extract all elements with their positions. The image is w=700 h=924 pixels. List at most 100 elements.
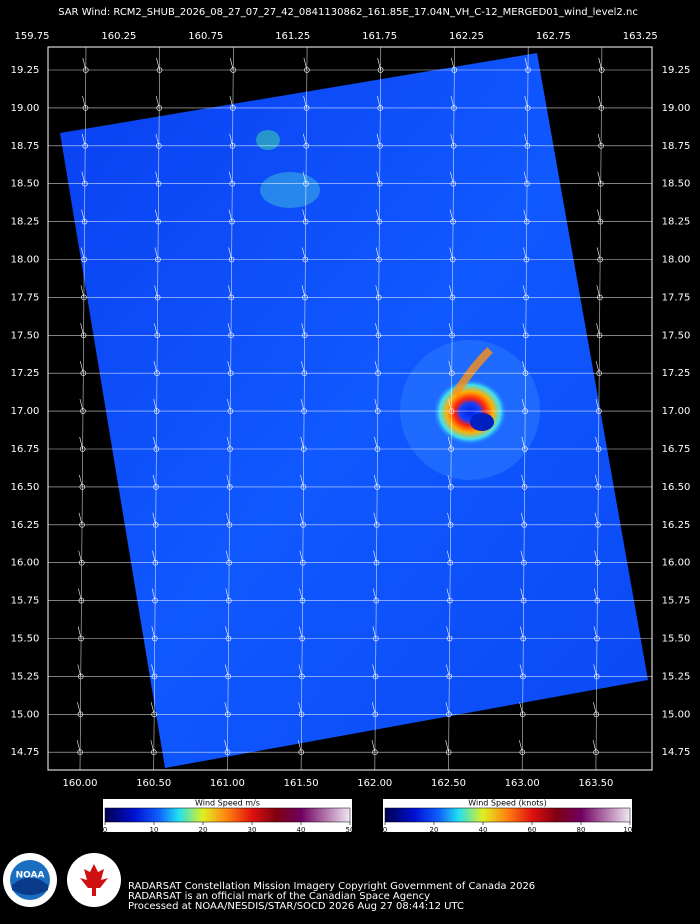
wind-barb-station xyxy=(377,67,384,73)
wind-barb-station xyxy=(448,484,454,490)
wind-barb xyxy=(301,323,305,336)
wind-barb xyxy=(156,57,160,71)
wind-barb-station xyxy=(301,370,308,377)
wind-barb xyxy=(225,550,230,563)
maple-leaf xyxy=(80,864,108,896)
wind-barb xyxy=(300,436,305,450)
wind-barb-station xyxy=(597,294,603,301)
lon-label-bottom: 162.50 xyxy=(431,778,466,789)
wind-barb-station xyxy=(300,484,307,490)
wind-barb xyxy=(596,285,601,298)
storm-core xyxy=(432,378,508,446)
wind-barb-station xyxy=(595,446,602,452)
wind-barb xyxy=(524,57,529,71)
wind-barb xyxy=(450,133,454,146)
wind-barb-station xyxy=(451,67,458,73)
lon-label-bottom: 161.00 xyxy=(210,778,245,789)
wind-barb xyxy=(372,664,376,677)
wind-barb xyxy=(447,474,452,487)
wind-barb-station xyxy=(78,597,85,604)
wind-barb xyxy=(154,209,159,222)
wind-barb-station xyxy=(376,180,383,187)
wind-barb-station xyxy=(303,143,310,149)
wind-barb-station xyxy=(300,559,306,566)
wind-barb-station xyxy=(522,408,528,414)
wind-barb-station xyxy=(524,105,531,111)
lat-label: 15.75 xyxy=(11,596,40,607)
credit-line: RADARSAT is an official mark of the Cana… xyxy=(128,891,430,902)
lat-label: 15.25 xyxy=(11,671,40,682)
wind-barb-station xyxy=(228,256,235,263)
wind-barb-station xyxy=(152,521,159,528)
wind-barb xyxy=(78,512,83,525)
wind-barb xyxy=(302,171,307,184)
wind-barb-station xyxy=(451,105,457,111)
csa-logo xyxy=(67,853,121,907)
wind-barb-station xyxy=(155,256,161,263)
wind-barb-station xyxy=(80,370,87,377)
wind-barb xyxy=(225,588,230,601)
colorbar xyxy=(104,807,351,823)
wind-barb xyxy=(301,285,306,298)
wind-barb xyxy=(449,209,454,222)
lat-label: 18.25 xyxy=(662,217,691,228)
colorbar-label: 60 xyxy=(528,826,537,834)
wind-barb-station xyxy=(153,408,160,414)
colorbar-title: Wind Speed (knots) xyxy=(468,799,546,808)
wind-barb-station xyxy=(156,143,162,149)
wind-barb xyxy=(597,171,602,184)
wind-barb xyxy=(445,702,450,715)
lon-label-top: 161.75 xyxy=(362,31,397,42)
wind-barb-station xyxy=(594,597,601,604)
wind-barb xyxy=(447,512,451,525)
wind-barb-station xyxy=(224,749,231,756)
wind-barb-station xyxy=(80,408,86,414)
lat-label: 18.75 xyxy=(662,141,691,152)
lat-label: 15.50 xyxy=(11,634,40,645)
lat-label: 15.50 xyxy=(662,634,691,645)
wind-barb-station xyxy=(374,484,380,490)
wind-barb-station xyxy=(377,143,383,149)
wind-barb-station xyxy=(520,673,526,680)
lon-label-top: 161.25 xyxy=(275,31,310,42)
wind-barb xyxy=(524,95,528,108)
wind-barb-station xyxy=(299,673,305,680)
wind-barb xyxy=(598,57,603,71)
wind-barb-station xyxy=(77,749,83,756)
wind-barb xyxy=(594,512,599,525)
wind-barb xyxy=(82,95,86,108)
wind-barb xyxy=(593,702,597,715)
lat-label: 17.25 xyxy=(11,368,40,379)
wind-barb xyxy=(593,626,598,639)
wind-barb-station xyxy=(229,180,236,187)
wind-barb xyxy=(520,512,525,525)
wind-barb xyxy=(597,209,601,222)
colorbar-label: 10 xyxy=(150,826,159,834)
wind-barb xyxy=(598,95,602,108)
wind-barb xyxy=(298,664,303,677)
wind-barb-station xyxy=(373,559,380,566)
wind-barb-station xyxy=(448,370,455,377)
wind-barb-station xyxy=(227,446,233,452)
lat-label: 16.75 xyxy=(11,444,40,455)
wind-barb-station xyxy=(302,294,308,301)
wind-barb xyxy=(228,209,233,222)
wind-barb-station xyxy=(372,749,378,756)
lat-label: 18.25 xyxy=(11,217,40,228)
wind-barb-station xyxy=(446,711,452,718)
wind-barb xyxy=(152,512,157,525)
lat-label: 19.00 xyxy=(662,103,691,114)
credit-line: Processed at NOAA/NESDIS/STAR/SOCD 2026 … xyxy=(128,901,464,912)
wind-barb-station xyxy=(521,559,527,566)
wind-barb xyxy=(155,95,160,108)
wind-barb xyxy=(302,133,307,146)
noaa-logo: NOAA xyxy=(3,853,57,907)
wind-barb xyxy=(523,247,527,260)
wind-barb xyxy=(374,436,378,450)
wind-barb xyxy=(593,664,597,677)
wind-barb-station xyxy=(372,711,379,718)
wind-barb-station xyxy=(82,143,88,149)
credit-line: RADARSAT Constellation Mission Imagery C… xyxy=(128,881,535,892)
wind-barb xyxy=(229,57,234,71)
